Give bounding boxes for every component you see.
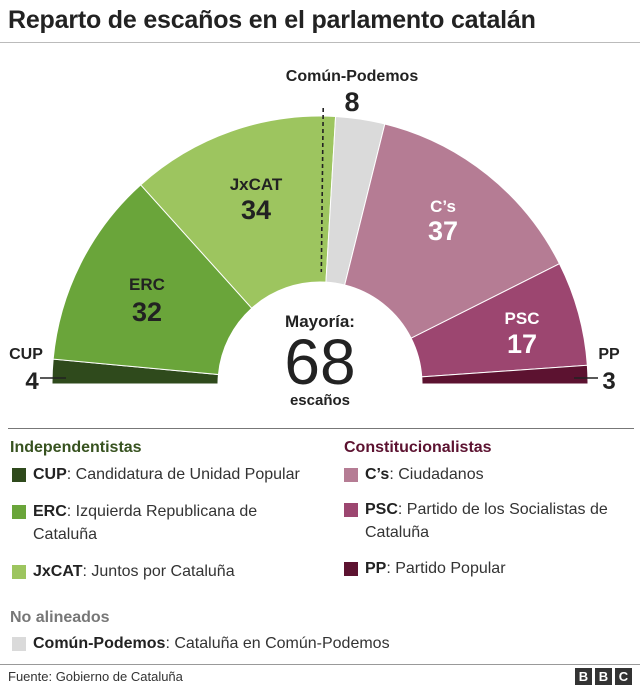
- legend-abbr: Común-Podemos: [33, 635, 166, 652]
- legend-name: : Ciudadanos: [389, 466, 484, 483]
- seat-segments: [51, 115, 589, 385]
- party-name-comun: Común-Podemos: [286, 68, 419, 85]
- party-seats-cup: 4: [25, 368, 39, 395]
- legend-item-cs: C’s: Ciudadanos: [344, 463, 634, 486]
- legend-item-erc: ERC: Izquierda Republicana de Cataluña: [12, 500, 312, 546]
- bbc-logo-block: B: [575, 668, 592, 685]
- legend-name: : Cataluña en Común-Podemos: [165, 635, 390, 652]
- footer-divider: [0, 664, 640, 665]
- legend-divider: [8, 428, 634, 429]
- legend-group-independentistas: Independentistas: [10, 439, 142, 456]
- chart-title: Reparto de escaños en el parlamento cata…: [8, 6, 536, 34]
- legend-abbr: CUP: [33, 466, 67, 483]
- party-name-jxcat: JxCAT: [230, 175, 283, 194]
- party-name-psc: PSC: [505, 309, 540, 328]
- party-seats-jxcat: 34: [241, 195, 271, 225]
- bbc-logo-block: C: [615, 668, 632, 685]
- legend-item-comun-podemos: Común-Podemos: Cataluña en Común-Podemos: [12, 632, 612, 655]
- legend-item-jxcat: JxCAT: Juntos por Cataluña: [12, 560, 337, 583]
- legend-abbr: ERC: [33, 503, 67, 520]
- segment-cs: [344, 123, 561, 339]
- legend-group-constitucionalistas: Constitucionalistas: [344, 439, 492, 456]
- party-name-cup: CUP: [9, 346, 43, 363]
- majority-value: 68: [284, 326, 355, 398]
- psc-swatch: [344, 503, 358, 517]
- segment-pp: [421, 364, 589, 385]
- party-name-cs: C’s: [430, 197, 456, 216]
- party-seats-cs: 37: [428, 216, 458, 246]
- party-seats-psc: 17: [507, 329, 537, 359]
- legend-abbr: PSC: [365, 501, 398, 518]
- majority-line: [320, 108, 325, 273]
- legend-name: : Juntos por Cataluña: [82, 563, 235, 580]
- legend-group-no-alineados: No alineados: [10, 609, 110, 626]
- title-divider: [0, 42, 640, 43]
- legend-item-psc: PSC: Partido de los Socialistas de Catal…: [344, 498, 636, 544]
- legend-name: : Partido Popular: [386, 560, 506, 577]
- party-seats-erc: 32: [132, 297, 162, 327]
- jxcat-swatch: [12, 565, 26, 579]
- cup-swatch: [12, 468, 26, 482]
- erc-swatch: [12, 505, 26, 519]
- party-name-pp: PP: [598, 346, 620, 363]
- bbc-logo: B B C: [575, 668, 632, 685]
- majority-unit: escaños: [290, 392, 350, 409]
- legend-name: : Izquierda Republicana de Cataluña: [33, 503, 258, 543]
- party-seats-comun: 8: [344, 87, 359, 117]
- party-seats-pp: 3: [602, 368, 615, 395]
- legend-abbr: PP: [365, 560, 387, 577]
- source-note: Fuente: Gobierno de Cataluña: [8, 669, 183, 684]
- legend-item-cup: CUP: Candidatura de Unidad Popular: [12, 463, 337, 486]
- legend-item-pp: PP: Partido Popular: [344, 557, 634, 580]
- legend-abbr: JxCAT: [33, 563, 83, 580]
- legend-abbr: C’s: [365, 466, 390, 483]
- legend-name: : Candidatura de Unidad Popular: [66, 466, 300, 483]
- legend-name: : Partido de los Socialistas de Cataluña: [365, 501, 608, 541]
- pp-swatch: [344, 562, 358, 576]
- bbc-logo-block: B: [595, 668, 612, 685]
- comun-swatch: [12, 637, 26, 651]
- segment-erc: [52, 184, 253, 376]
- majority-label: Mayoría:: [285, 312, 355, 331]
- party-name-erc: ERC: [129, 275, 165, 294]
- cs-swatch: [344, 468, 358, 482]
